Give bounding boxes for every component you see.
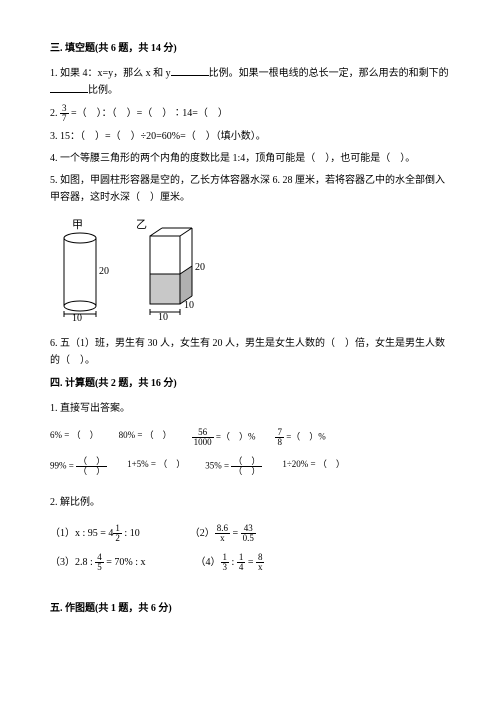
r2c-den: （ ） [231, 467, 262, 476]
p3a: （3）2.8 : [50, 557, 95, 568]
r1c-den: 1000 [192, 438, 214, 447]
p2-frac2: 430.5 [241, 524, 256, 543]
yi-w10: 10 [158, 312, 168, 321]
jia-r10: 10 [72, 313, 82, 321]
p4f1d: 3 [221, 563, 230, 572]
r1d: 78 =（ ）% [275, 428, 325, 447]
yi-h20: 20 [195, 262, 205, 273]
q2-text-b: =（ ）：（ ）=（ ）∶14=（ ） [71, 108, 228, 119]
r1d-den: 8 [275, 438, 284, 447]
p4-frac3: 8x [256, 553, 265, 572]
p4b: : [229, 557, 237, 568]
cuboid-yi-figure: 乙 20 10 10 [128, 216, 213, 321]
jia-label: 甲 [72, 219, 83, 231]
p1b: : 10 [122, 528, 140, 539]
p2a: （2） [190, 528, 215, 539]
r1c: 561000 =（ ）% [192, 428, 256, 447]
q1-blank-1 [171, 65, 209, 76]
p1d: 2 [113, 534, 122, 543]
section-3-header: 三. 填空题(共 6 题，共 14 分) [50, 40, 450, 57]
q6: 6. 五（1）班，男生有 30 人，女生有 20 人，男生是女生人数的（ ）倍，… [50, 335, 450, 369]
yi-label: 乙 [136, 218, 147, 231]
section-4-header: 四. 计算题(共 2 题，共 16 分) [50, 375, 450, 392]
r2b: 1+5% = （ ） [127, 457, 185, 476]
q1-blank-2 [50, 82, 88, 93]
p1a: （1）x : 95 = 4 [50, 528, 113, 539]
r2a-t: 99% = [50, 461, 74, 471]
prop-row-1: （1）x : 95 = 412 : 10 （2）8.6x = 430.5 [50, 524, 450, 543]
r1d-t: =（ ）% [286, 432, 326, 442]
p3d: 5 [95, 563, 104, 572]
p2f1d: x [215, 534, 230, 543]
q2-text-a: 2. [50, 108, 58, 119]
worksheet-page: 三. 填空题(共 6 题，共 14 分) 1. 如果 4：x=y，那么 x 和 … [0, 0, 500, 708]
p2: （2）8.6x = 430.5 [190, 524, 256, 543]
r1d-frac: 78 [275, 428, 284, 447]
q1-text-b: 比例。如果一根电线的总长一定，那么用去的和剩下的 [209, 68, 449, 79]
p4f3d: x [256, 563, 265, 572]
q2-frac-den: 7 [60, 114, 69, 123]
q2-fraction: 37 [60, 104, 69, 123]
p2-frac1: 8.6x [215, 524, 230, 543]
p4c: = [245, 557, 256, 568]
q1-text-c: 比例。 [88, 85, 118, 96]
q4: 4. 一个等腰三角形的两个内角的度数比是 1:4，顶角可能是（ ），也可能是（ … [50, 150, 450, 167]
r2d: 1÷20% = （ ） [282, 457, 345, 476]
r2c-t: 35% = [205, 461, 229, 471]
cylinder-jia-figure: 甲 20 10 [50, 216, 120, 321]
q2: 2. 37 =（ ）：（ ）=（ ）∶14=（ ） [50, 104, 450, 123]
prop-row-2: （3）2.8 : 45 = 70% : x （4）13 : 14 = 8x [50, 553, 450, 572]
r1a: 6% = （ ） [50, 428, 99, 447]
p2eq: = [230, 528, 241, 539]
section-5-header: 五. 作图题(共 1 题，共 6 分) [50, 600, 450, 617]
p4-frac1: 13 [221, 553, 230, 572]
p3b: = 70% : x [104, 557, 146, 568]
r1b: 80% = （ ） [119, 428, 172, 447]
p3: （3）2.8 : 45 = 70% : x [50, 553, 146, 572]
p1: （1）x : 95 = 412 : 10 [50, 524, 140, 543]
p2f2d: 0.5 [241, 534, 256, 543]
r2a: 99% = （ ）（ ） [50, 457, 107, 476]
q1-text-a: 1. 如果 4：x=y，那么 x 和 y [50, 68, 171, 79]
p1-frac: 12 [113, 524, 122, 543]
q1: 1. 如果 4：x=y，那么 x 和 y 比例。如果一根电线的总长一定，那么用去的… [50, 65, 450, 99]
r2c: 35% = （ ）（ ） [205, 457, 262, 476]
figure-row: 甲 20 10 乙 20 10 [50, 216, 450, 321]
p4: （4）13 : 14 = 8x [196, 553, 265, 572]
s4q1-title: 1. 直接写出答案。 [50, 400, 450, 417]
p4a: （4） [196, 557, 221, 568]
r1c-frac: 561000 [192, 428, 214, 447]
jia-h20: 20 [99, 266, 109, 277]
r2c-frac: （ ）（ ） [231, 457, 262, 476]
yi-d10: 10 [184, 300, 194, 311]
p3-frac: 45 [95, 553, 104, 572]
q5: 5. 如图，甲圆柱形容器是空的，乙长方体容器水深 6. 28 厘米，若将容器乙中… [50, 172, 450, 206]
r2a-frac: （ ）（ ） [76, 457, 107, 476]
r2a-den: （ ） [76, 467, 107, 476]
calc-row-2: 99% = （ ）（ ） 1+5% = （ ） 35% = （ ）（ ） 1÷2… [50, 457, 450, 476]
s4q2-title: 2. 解比例。 [50, 494, 450, 511]
calc-row-1: 6% = （ ） 80% = （ ） 561000 =（ ）% 78 =（ ）% [50, 428, 450, 447]
r1c-t: =（ ）% [216, 432, 256, 442]
q3: 3. 15：（ ）=（ ）÷20=60%=（ ）（填小数）。 [50, 128, 450, 145]
